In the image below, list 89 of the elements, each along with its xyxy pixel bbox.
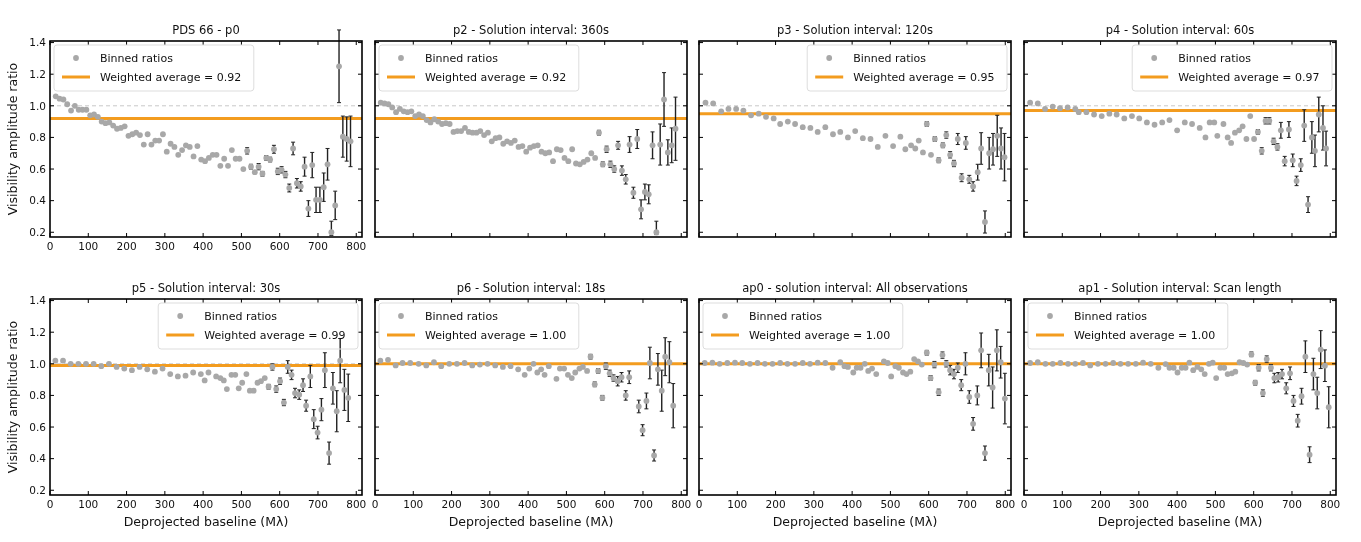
x-axis-title: Deprojected baseline (Mλ) [448, 514, 614, 529]
x-tick-label: 300 [154, 498, 175, 510]
x-tick-label: 300 [803, 498, 824, 510]
chart-title: p5 - Solution interval: 30s [131, 281, 281, 295]
chart-title: p3 - Solution interval: 120s [777, 23, 933, 37]
y-tick-label: 1.4 [29, 36, 47, 49]
x-tick-label: 400 [193, 498, 214, 510]
y-tick-label: 1.2 [29, 67, 46, 80]
chart-title: p4 - Solution interval: 60s [1105, 23, 1255, 37]
legend-label: Binned ratios [749, 310, 823, 323]
x-axis-title: Deprojected baseline (Mλ) [1097, 514, 1263, 529]
y-tick-label: 0.4 [29, 194, 47, 207]
x-tick-label: 800 [346, 240, 367, 252]
y-tick-label: 0.6 [29, 162, 47, 175]
x-tick-label: 500 [231, 240, 252, 252]
x-tick-label: 700 [307, 498, 328, 510]
x-tick-label: 600 [918, 498, 939, 510]
y-axis-title: Visibility amplitude ratio [5, 320, 20, 474]
x-tick-label: 0 [1020, 498, 1028, 510]
legend-label: Weighted average = 1.00 [1074, 329, 1216, 342]
x-tick-label: 700 [632, 498, 653, 510]
legend-label: Weighted average = 0.92 [100, 71, 242, 84]
x-axis-title: Deprojected baseline (Mλ) [123, 514, 289, 529]
x-tick-label: 700 [307, 240, 328, 252]
y-tick-label: 0.8 [29, 389, 46, 402]
legend-label: Binned ratios [425, 310, 499, 323]
x-tick-label: 0 [46, 498, 54, 510]
y-tick-label: 0.6 [29, 420, 47, 433]
x-tick-label: 300 [1128, 498, 1149, 510]
x-tick-label: 400 [1167, 498, 1188, 510]
chart-title: ap0 - solution interval: All observations [742, 281, 968, 295]
x-tick-label: 0 [371, 498, 379, 510]
x-tick-label: 500 [1205, 498, 1226, 510]
y-tick-label: 0.2 [29, 484, 46, 497]
chart-title: PDS 66 - p0 [172, 23, 240, 37]
x-axis-title: Deprojected baseline (Mλ) [772, 514, 938, 529]
legend-label: Weighted average = 0.95 [853, 71, 995, 84]
y-tick-label: 1.0 [29, 357, 46, 370]
legend-label: Weighted average = 1.00 [749, 329, 891, 342]
x-tick-label: 400 [842, 498, 863, 510]
x-tick-label: 300 [479, 498, 500, 510]
x-tick-label: 100 [727, 498, 748, 510]
legend-label: Binned ratios [100, 52, 174, 65]
x-tick-label: 0 [695, 498, 703, 510]
x-tick-label: 200 [765, 498, 786, 510]
chart-title: p6 - Solution interval: 18s [456, 281, 606, 295]
x-tick-label: 700 [956, 498, 977, 510]
legend-label: Weighted average = 0.92 [425, 71, 567, 84]
x-tick-label: 500 [231, 498, 252, 510]
legend-label: Weighted average = 1.00 [425, 329, 567, 342]
x-tick-label: 200 [1090, 498, 1111, 510]
y-tick-label: 0.2 [29, 226, 46, 239]
legend-label: Binned ratios [1178, 52, 1252, 65]
x-tick-label: 200 [116, 498, 137, 510]
x-tick-label: 600 [594, 498, 615, 510]
x-tick-label: 300 [154, 240, 175, 252]
x-tick-label: 400 [518, 498, 539, 510]
x-tick-label: 100 [78, 240, 99, 252]
x-tick-label: 600 [1243, 498, 1264, 510]
y-axis-title: Visibility amplitude ratio [5, 62, 20, 216]
x-tick-label: 600 [269, 240, 290, 252]
y-tick-label: 0.8 [29, 131, 46, 144]
y-tick-label: 1.4 [29, 294, 47, 307]
legend-label: Weighted average = 0.99 [204, 329, 346, 342]
x-tick-label: 100 [1052, 498, 1073, 510]
legend-label: Binned ratios [204, 310, 278, 323]
x-tick-label: 600 [269, 498, 290, 510]
legend-label: Binned ratios [1074, 310, 1148, 323]
chart-title: p2 - Solution interval: 360s [453, 23, 609, 37]
y-tick-label: 1.0 [29, 99, 46, 112]
legend-label: Binned ratios [425, 52, 499, 65]
x-tick-label: 500 [880, 498, 901, 510]
x-tick-label: 800 [671, 498, 692, 510]
x-tick-label: 100 [78, 498, 99, 510]
legend-label: Weighted average = 0.97 [1178, 71, 1320, 84]
y-tick-label: 1.2 [29, 325, 46, 338]
y-tick-label: 0.4 [29, 452, 47, 465]
x-tick-label: 800 [1320, 498, 1341, 510]
x-tick-label: 0 [46, 240, 54, 252]
chart-title: ap1 - Solution interval: Scan length [1078, 281, 1282, 295]
x-tick-label: 400 [193, 240, 214, 252]
x-tick-label: 800 [995, 498, 1016, 510]
x-tick-label: 200 [116, 240, 137, 252]
x-tick-label: 100 [403, 498, 424, 510]
legend-label: Binned ratios [853, 52, 927, 65]
x-tick-label: 800 [346, 498, 367, 510]
x-tick-label: 700 [1281, 498, 1302, 510]
x-tick-label: 500 [556, 498, 577, 510]
x-tick-label: 200 [441, 498, 462, 510]
